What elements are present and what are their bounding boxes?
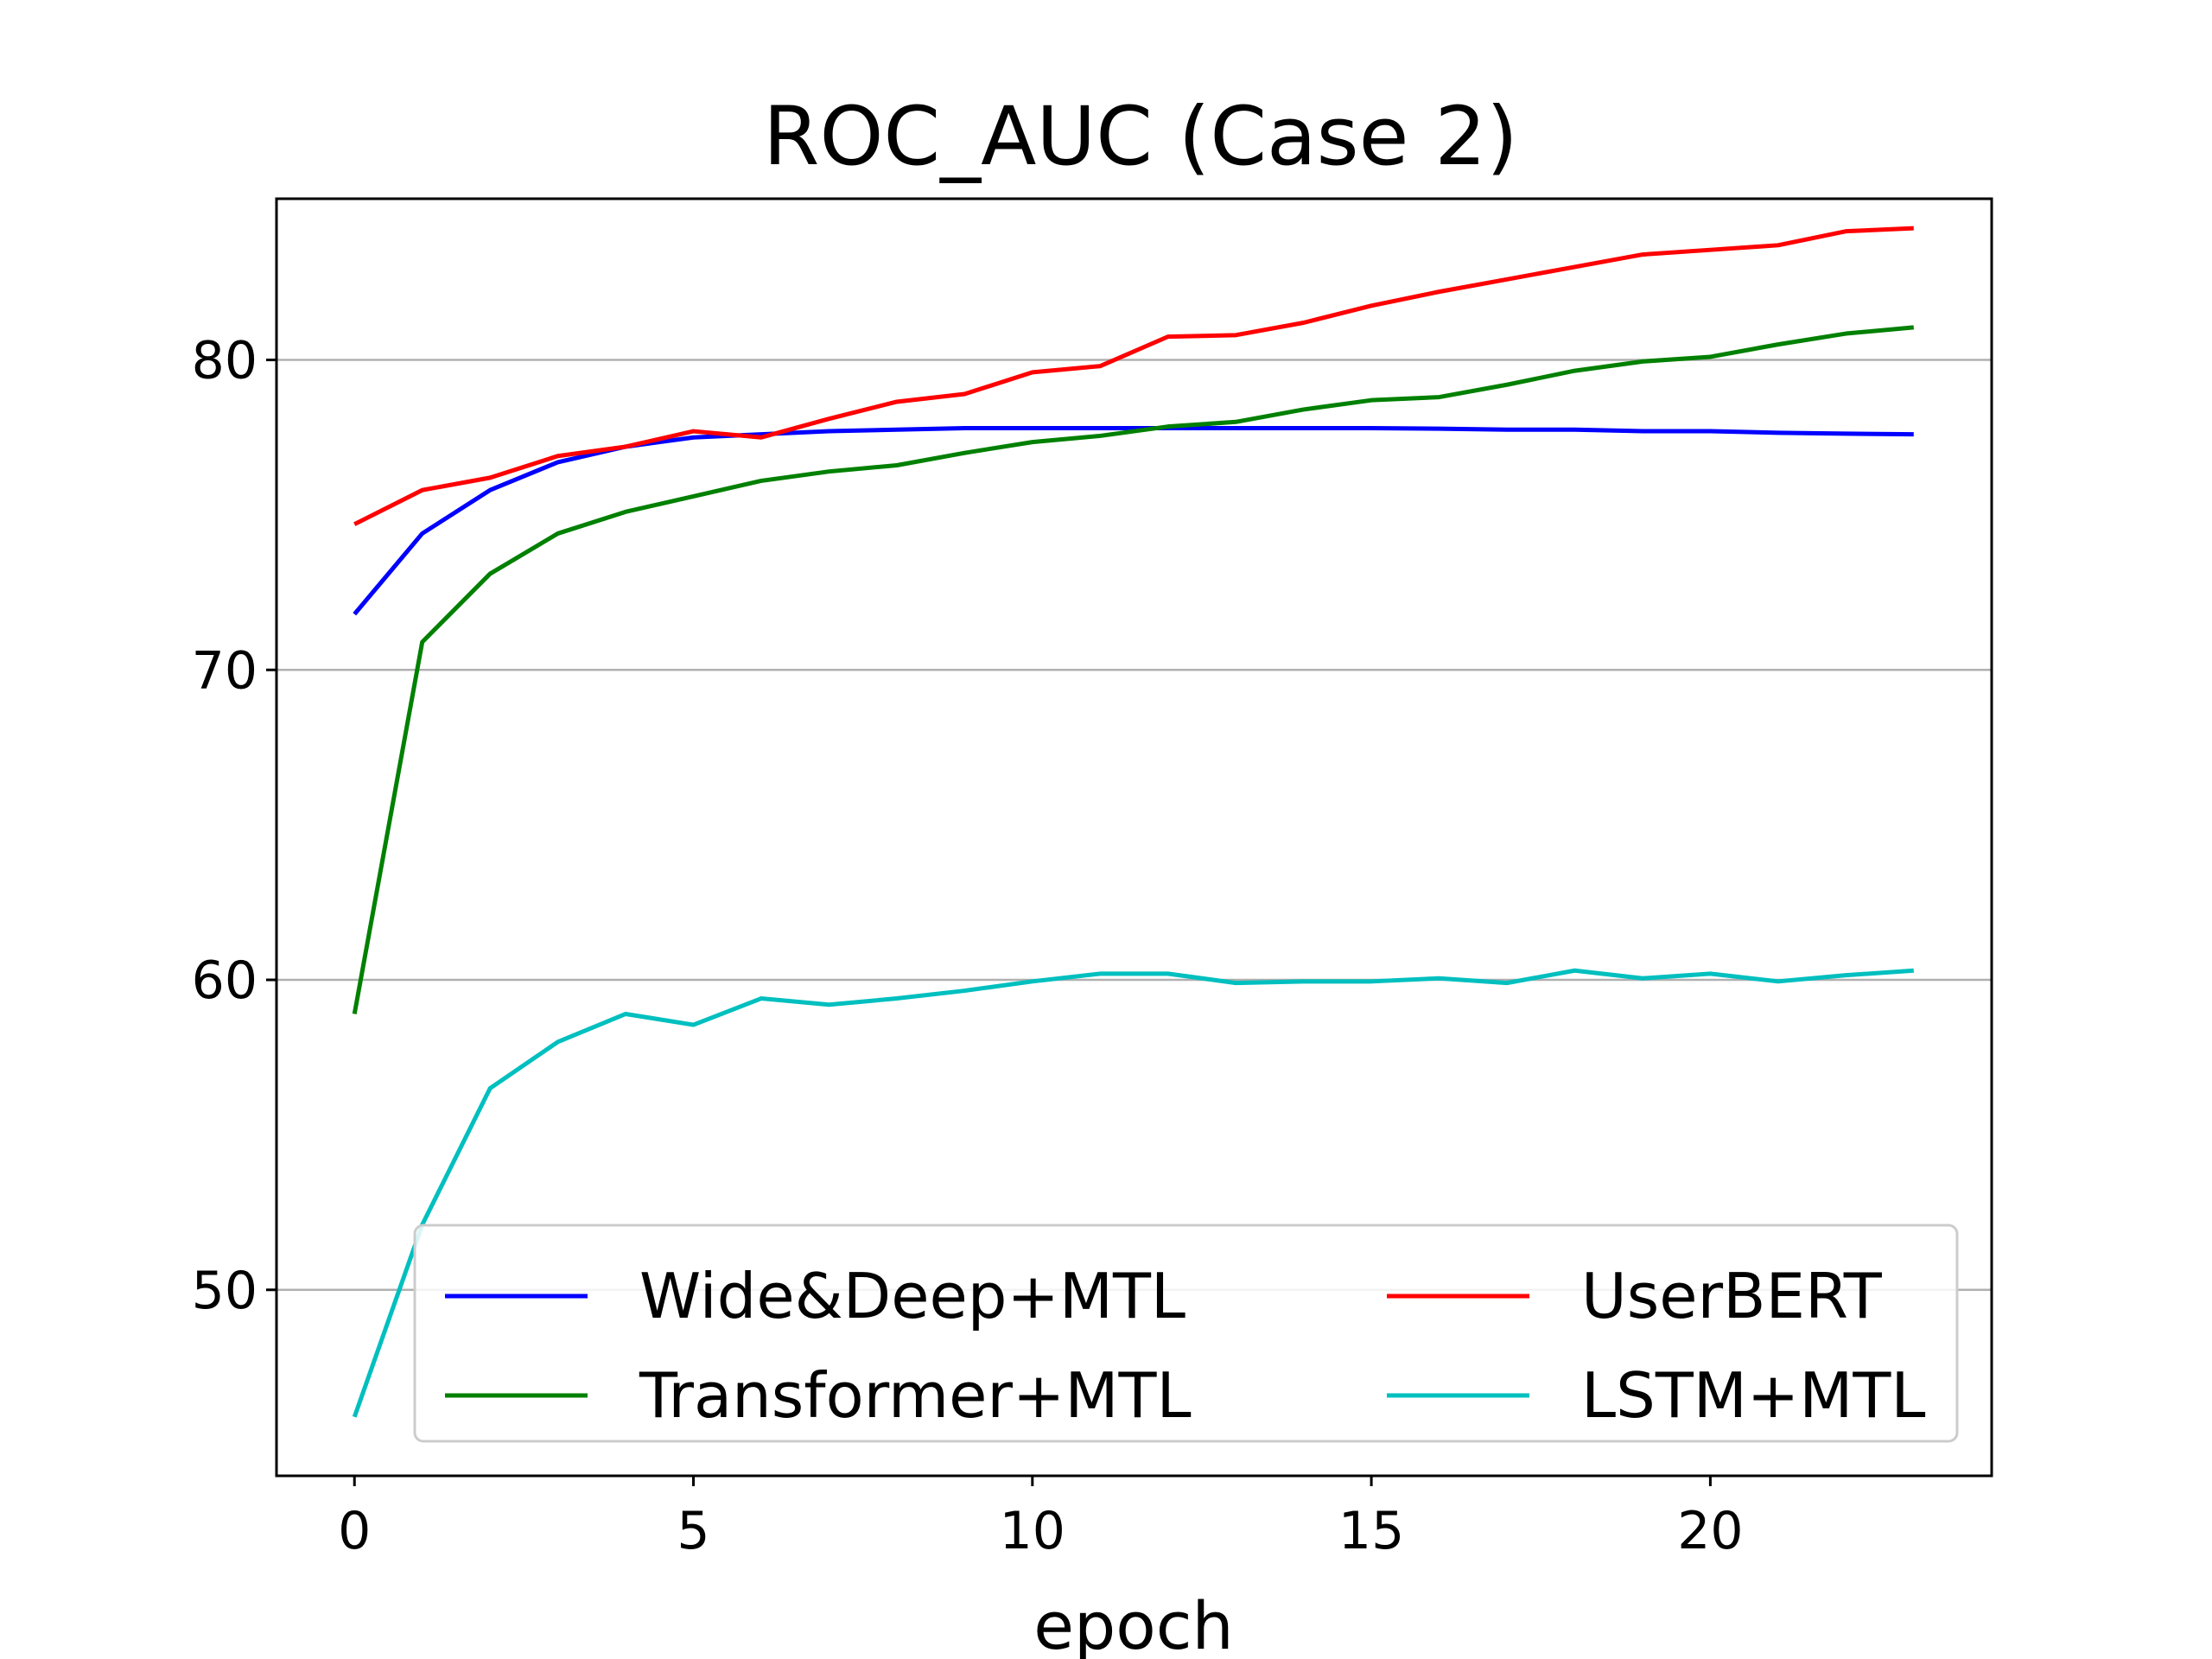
x-tick-label: 5 bbox=[677, 1501, 709, 1561]
y-tick-label: 60 bbox=[192, 950, 257, 1011]
y-tick-label: 50 bbox=[192, 1261, 257, 1321]
legend-items: Wide&Deep+MTL UserBERT Transformer+MTL LSTM… bbox=[445, 1260, 1925, 1432]
x-tick-label: 15 bbox=[1338, 1501, 1404, 1561]
x-tick-label: 20 bbox=[1677, 1501, 1743, 1561]
x-tick-label: 0 bbox=[338, 1501, 371, 1561]
tick-layer: 50 60 70 80 0 5 10 15 20 bbox=[192, 331, 1744, 1561]
chart-title: ROC_AUC (Case 2) bbox=[763, 90, 1518, 184]
legend: Wide&Deep+MTL UserBERT Transformer+MTL LSTM… bbox=[413, 1224, 1959, 1443]
x-axis-label: epoch bbox=[1033, 1587, 1233, 1659]
legend-box bbox=[413, 1224, 1959, 1443]
y-tick-label: 70 bbox=[192, 640, 257, 701]
y-tick-label: 80 bbox=[192, 331, 257, 391]
plot-frame bbox=[275, 197, 1993, 1478]
legend-label-transformer-mtl: Transformer+MTL bbox=[639, 1359, 1192, 1432]
series-line-lstm-mtl bbox=[352, 968, 1914, 1418]
legend-label-lstm-mtl: LSTM+MTL bbox=[1581, 1359, 1925, 1432]
series-layer bbox=[352, 226, 1915, 1418]
x-tick-label: 10 bbox=[1000, 1501, 1065, 1561]
series-line-transformer-mtl bbox=[352, 325, 1915, 1014]
series-line-userbert bbox=[353, 226, 1914, 526]
legend-label-wide-deep-mtl: Wide&Deep+MTL bbox=[639, 1260, 1185, 1332]
legend-label-userbert: UserBERT bbox=[1581, 1260, 1883, 1332]
